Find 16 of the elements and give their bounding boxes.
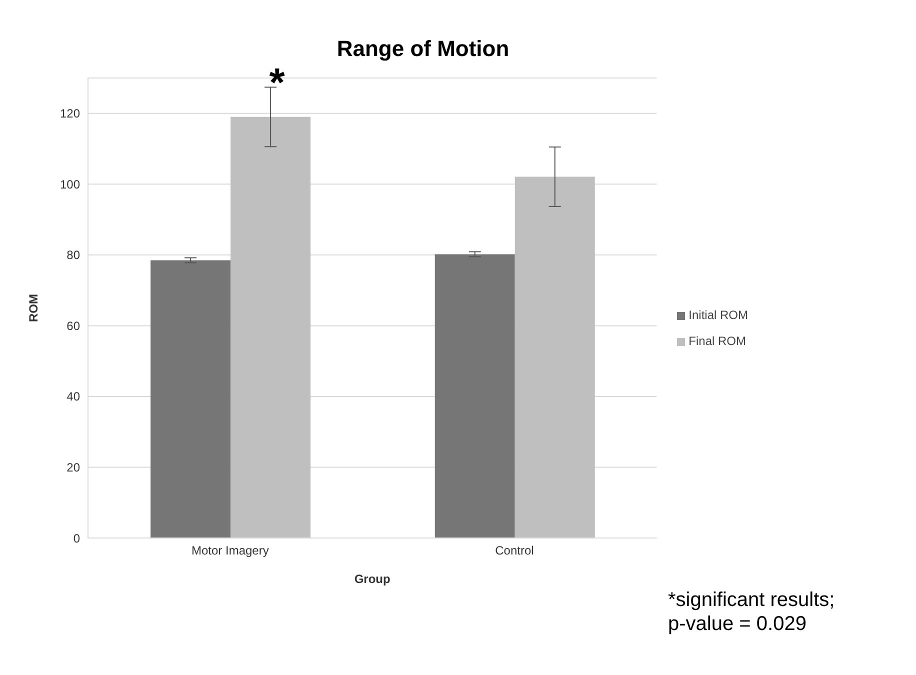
- y-tick-label: 100: [60, 177, 80, 192]
- chart-title: Range of Motion: [336, 36, 510, 62]
- x-axis-title: Group: [354, 572, 390, 586]
- y-axis-title: ROM: [26, 294, 40, 322]
- y-tick-label: 80: [66, 248, 80, 262]
- y-tick-label: 20: [66, 460, 80, 474]
- y-tick-label: 40: [66, 390, 80, 404]
- y-tick-label: 0: [73, 531, 80, 546]
- legend-label: Initial ROM: [688, 308, 748, 322]
- text: *significant results; p-value = 0.029: [668, 588, 835, 636]
- x-tick-label: Control: [495, 544, 534, 558]
- legend-label: Final ROM: [688, 334, 746, 348]
- y-tick-label: 120: [60, 106, 80, 121]
- annotation: *: [269, 61, 286, 105]
- x-tick-label: Motor Imagery: [191, 544, 269, 558]
- y-tick-label: 60: [66, 318, 80, 333]
